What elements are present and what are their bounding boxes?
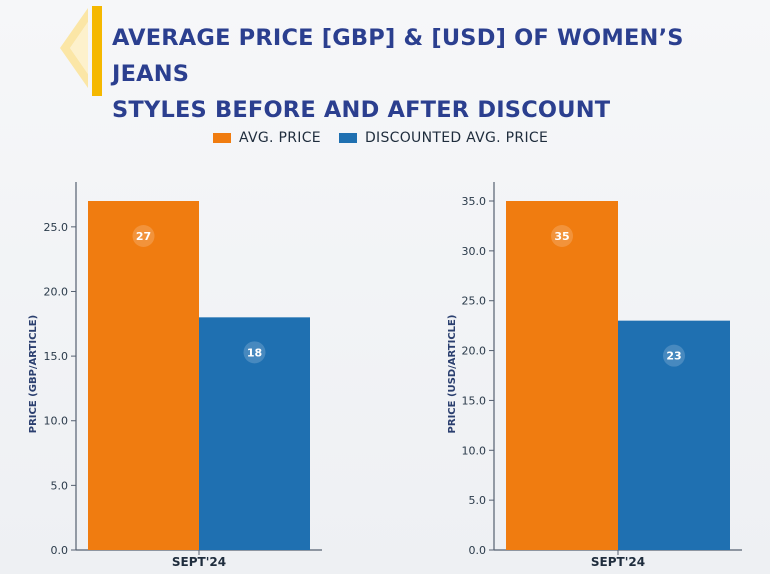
bar-discounted-avg-price (199, 317, 310, 550)
x-tick-label: SEPT'24 (172, 555, 226, 569)
data-label: 35 (554, 230, 569, 243)
bar-avg-price (506, 201, 618, 550)
page-title-line-1: AVERAGE PRICE [GBP] & [USD] OF WOMEN’S J… (112, 25, 684, 87)
y-tick-label: 5.0 (51, 479, 69, 492)
chevron-left-icon (60, 8, 88, 88)
data-label: 23 (666, 350, 681, 363)
chart-gbp: 0.0 5.0 10.0 15.0 20.0 25.0 PRICE (GBP/ARTICLE… (28, 182, 322, 569)
legend-swatch-avg-price (213, 133, 231, 143)
y-axis-label: PRICE (GBP/ARTICLE) (28, 315, 39, 433)
bar-discounted-avg-price (618, 320, 730, 550)
y-tick-label: 30.0 (462, 245, 487, 258)
data-label-badge (243, 341, 266, 364)
data-label-badge (132, 225, 155, 247)
y-tick-label: 15.0 (462, 394, 487, 407)
y-tick-label: 20.0 (462, 345, 487, 358)
y-tick-label: 0.0 (469, 544, 487, 557)
legend: AVG. PRICE DISCOUNTED AVG. PRICE (213, 128, 566, 148)
y-tick-label: 15.0 (44, 350, 69, 363)
page-title-line-2: STYLES BEFORE AND AFTER DISCOUNT (112, 97, 611, 123)
chart-usd: 0.0 5.0 10.0 15.0 20.0 25.0 30.0 35.0 PRICE (USD… (447, 182, 742, 569)
legend-label-discounted-avg-price: DISCOUNTED AVG. PRICE (364, 130, 549, 146)
y-tick-label: 5.0 (469, 494, 487, 507)
x-tick-label: SEPT'24 (591, 555, 645, 569)
accent-bar (92, 6, 102, 96)
y-tick-label: 0.0 (51, 544, 69, 557)
y-tick-label: 10.0 (462, 444, 487, 457)
data-label: 27 (136, 230, 151, 243)
legend-item-discounted-avg-price: DISCOUNTED AVG. PRICE (338, 130, 549, 146)
legend-label-avg-price: AVG. PRICE (239, 130, 321, 146)
y-tick-label: 25.0 (44, 221, 69, 234)
data-label-badge (663, 344, 685, 367)
y-tick-label: 25.0 (462, 295, 487, 308)
page-title: AVERAGE PRICE [GBP] & [USD] OF WOMEN’S J… (112, 20, 752, 128)
y-tick-label: 20.0 (44, 285, 69, 298)
bar-avg-price (88, 201, 199, 550)
data-label: 18 (247, 346, 262, 359)
y-tick-label: 10.0 (44, 415, 69, 428)
header: AVERAGE PRICE [GBP] & [USD] OF WOMEN’S J… (0, 0, 770, 123)
y-axis-label: PRICE (USD/ARTICLE) (447, 315, 458, 434)
legend-item-avg-price: AVG. PRICE (213, 130, 321, 146)
data-label-badge (551, 225, 573, 247)
y-tick-label: 35.0 (462, 195, 487, 208)
legend-swatch-discounted-avg-price (338, 133, 357, 143)
